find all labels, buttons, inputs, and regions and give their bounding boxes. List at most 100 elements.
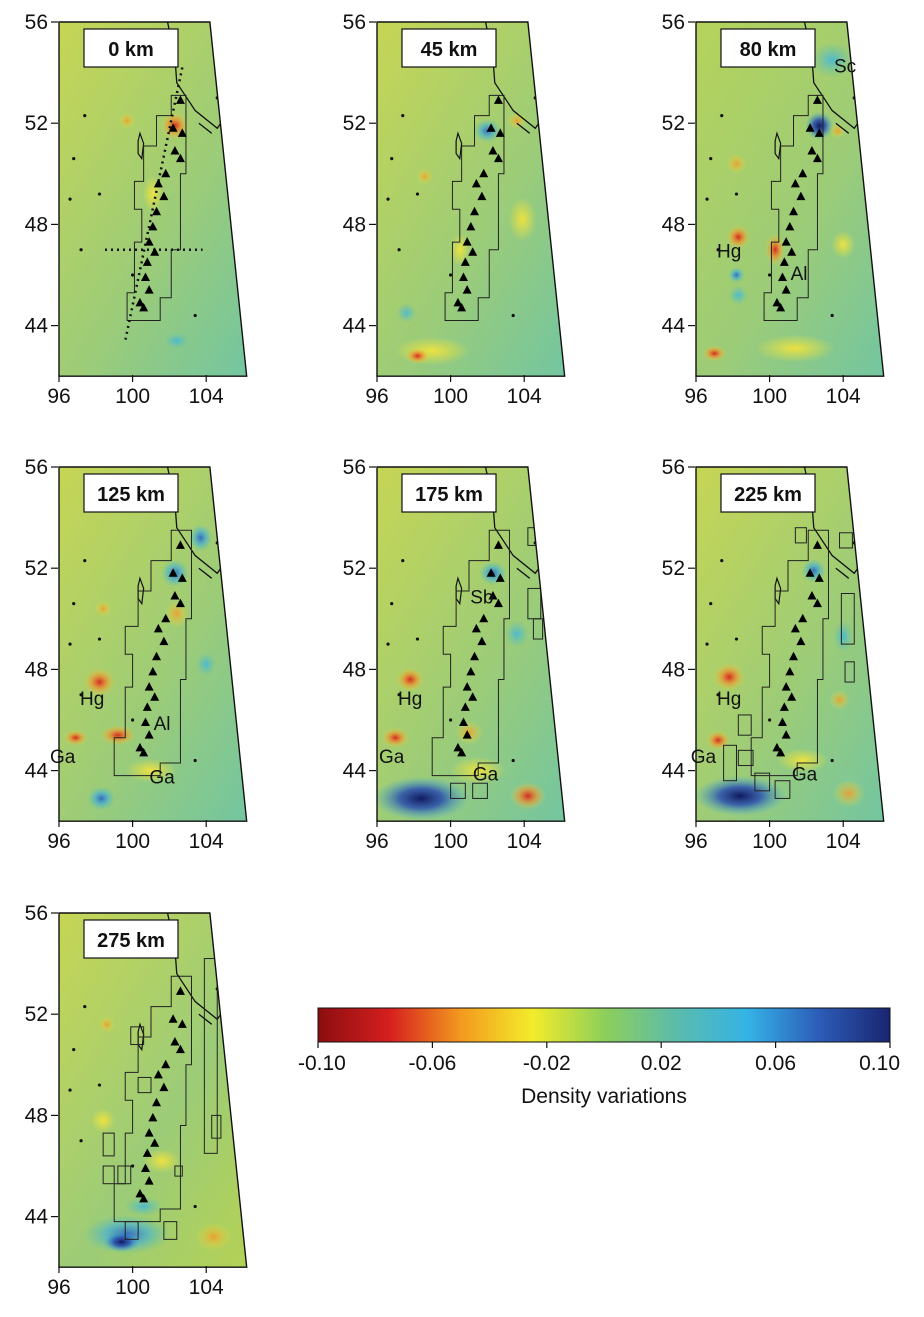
density-anomaly	[87, 786, 116, 811]
station-marker	[798, 613, 808, 623]
lat-tick-label: 48	[662, 213, 685, 236]
map-dot	[830, 758, 834, 763]
lat-tick-label: 52	[25, 1003, 48, 1026]
depth-label: 275 km	[97, 930, 165, 952]
density-anomaly	[509, 781, 546, 810]
density-anomaly	[726, 225, 751, 250]
station-marker	[488, 146, 498, 155]
coastline	[516, 122, 531, 134]
lat-tick-label: 48	[25, 658, 48, 681]
resolution-box	[450, 782, 466, 799]
map-frame	[376, 466, 566, 822]
station-marker	[462, 285, 472, 294]
depth-label: 125 km	[97, 484, 165, 506]
lat-tick-label: 52	[343, 112, 366, 135]
lon-tick-label: 100	[433, 385, 468, 408]
station-marker	[781, 237, 791, 246]
map-dot	[193, 1204, 197, 1209]
lat-tick-label: 56	[25, 11, 48, 34]
depth-label-box	[720, 28, 816, 68]
density-anomaly	[728, 267, 745, 283]
lake	[774, 131, 782, 161]
lat-tick-label: 56	[662, 11, 685, 34]
station-marker	[144, 730, 154, 739]
lon-tick-label: 96	[365, 385, 388, 408]
map-dot	[131, 273, 135, 277]
depth-label-box	[83, 28, 179, 68]
depth-label: 225 km	[734, 484, 802, 506]
lake	[137, 1022, 145, 1052]
station-marker	[144, 1176, 154, 1185]
map-panel: 80 km Sc Hg Al 56 52 48 44 96 100 104	[662, 11, 885, 408]
map-frame	[58, 912, 248, 1268]
lon-tick-label: 96	[684, 385, 707, 408]
lake	[455, 576, 463, 606]
station-marker	[140, 272, 150, 282]
region-label: Ga	[792, 765, 818, 786]
map-dot	[768, 718, 772, 722]
station-marker	[798, 168, 808, 178]
station-marker	[150, 692, 160, 701]
station-marker	[142, 702, 152, 711]
lon-tick-label: 104	[507, 830, 542, 853]
map-dot	[511, 758, 515, 763]
resolution-box	[124, 1221, 139, 1240]
station-marker	[140, 717, 150, 727]
station-marker	[796, 636, 806, 646]
map-dot	[511, 313, 515, 318]
colorbar-tick-label: 0.06	[755, 1052, 796, 1075]
depth-label-box	[401, 473, 497, 513]
region-label: Hg	[80, 689, 104, 710]
station-marker	[493, 540, 503, 549]
lon-tick-label: 96	[365, 830, 388, 853]
map-dot	[72, 602, 76, 606]
lat-tick-label: 48	[662, 658, 685, 681]
lon-tick-label: 96	[47, 830, 70, 853]
station-marker	[139, 747, 149, 757]
station-marker	[812, 598, 822, 608]
lat-tick-label: 52	[343, 557, 366, 580]
station-marker	[148, 221, 158, 231]
station-marker	[468, 692, 478, 701]
map-dot	[386, 642, 390, 646]
lat-tick-label: 44	[343, 315, 367, 338]
map-dot	[734, 192, 739, 196]
map-dot	[720, 559, 724, 563]
map-dot	[709, 602, 713, 606]
map-dot	[449, 718, 453, 722]
colorbar-gradient	[317, 1007, 891, 1043]
region-label: Hg	[717, 241, 741, 262]
density-anomaly	[810, 41, 855, 78]
lat-tick-label: 52	[25, 112, 48, 135]
density-anomaly	[831, 230, 856, 259]
map-dot	[720, 114, 724, 118]
station-marker	[466, 666, 476, 676]
station-marker	[814, 128, 824, 137]
map-panel: 45 km 56 52 48 44 96 100 104	[343, 11, 566, 408]
station-marker	[152, 206, 162, 216]
station-marker	[175, 540, 185, 549]
station-marker	[142, 1148, 152, 1157]
station-marker	[462, 237, 472, 246]
station-marker	[777, 717, 787, 727]
lake	[137, 576, 145, 606]
lat-tick-label: 48	[343, 213, 366, 236]
map-dot	[131, 1164, 135, 1168]
lon-tick-label: 104	[189, 1276, 224, 1299]
colorbar-title: Density variations	[521, 1085, 687, 1108]
coastline	[198, 122, 213, 134]
station-marker	[148, 666, 158, 676]
map-frame	[58, 21, 248, 377]
lat-tick-label: 44	[662, 760, 686, 783]
lake	[455, 131, 463, 161]
station-marker	[462, 730, 472, 739]
map-panel: 175 km Sb Hg Ga Ga 56 52 48 44 96 100 104	[343, 456, 566, 853]
study-boundary	[750, 529, 829, 777]
colorbar-tick-label: 0.10	[859, 1052, 900, 1075]
map-dot	[386, 197, 390, 201]
lat-tick-label: 56	[343, 456, 366, 479]
lake	[137, 131, 145, 161]
region-label: Ga	[379, 747, 405, 768]
station-marker	[781, 730, 791, 739]
